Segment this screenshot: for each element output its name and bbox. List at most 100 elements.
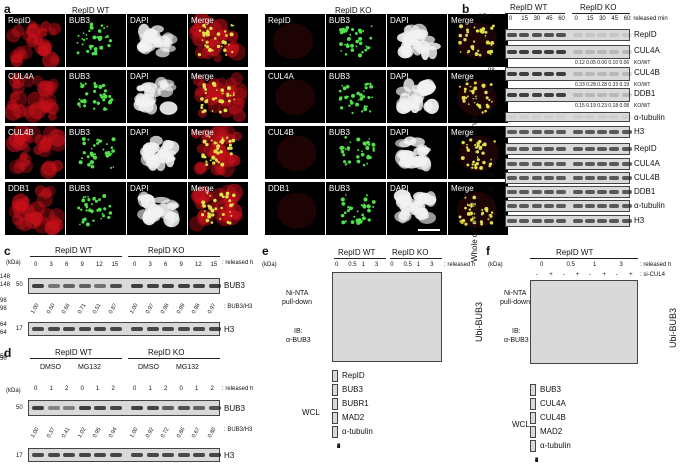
ratio-value: 1.00 (129, 426, 140, 439)
blot-band (78, 406, 91, 410)
panel-f-kda: (kDa) (488, 262, 503, 268)
blot-band (584, 93, 595, 97)
blot-band (507, 50, 517, 54)
time-label: 2 (210, 386, 214, 392)
blot-cul4a (505, 45, 630, 59)
micrograph-label: BUB3 (329, 16, 350, 25)
time-label: 0.5 (348, 262, 357, 268)
mw-marker: 17 (488, 216, 495, 222)
time-label: 0 (509, 16, 513, 22)
time-label: 6 (164, 262, 168, 268)
panel-c-wt: RepID WT (55, 246, 93, 255)
ratio-value: 0.87 (107, 302, 119, 315)
lane-number: 5 (535, 458, 539, 464)
time-label: 0.5 (403, 262, 412, 268)
ratio-value: 0.51 (92, 302, 103, 315)
micrograph-label: RepID (8, 16, 31, 25)
panel-f-si-label: : si-CUL4 (640, 272, 666, 278)
blot-band (556, 204, 567, 208)
blot-cul4b (505, 67, 630, 81)
blot-band (193, 406, 205, 410)
blot-band (584, 176, 595, 180)
blot-band (572, 50, 583, 54)
ratio-value: 0.98 (160, 302, 171, 315)
blot-band (131, 453, 143, 457)
micrograph-wt-cul4b-dapi: DAPI (127, 126, 187, 179)
ko-wt-label: KO/WT (634, 103, 651, 109)
blot-band (584, 219, 595, 223)
blot-band (531, 147, 542, 151)
blot-band (131, 327, 143, 331)
ratio-value: 0.95 (92, 426, 103, 439)
blot-band (94, 284, 106, 288)
wcl-blot-α-tubulin (530, 440, 536, 452)
micrograph-ko-cul4b-merge: Merge (448, 126, 508, 179)
ko-wt-ratio: 0.12 0.05 0.06 0.10 0.06 (575, 60, 630, 66)
blot-band (47, 453, 60, 457)
blot-band (193, 453, 205, 457)
micrograph-label: CUL4A (268, 72, 294, 81)
blot-band (94, 327, 106, 331)
blot-band (609, 50, 620, 54)
blot-band (519, 204, 530, 208)
si-marker: - (589, 272, 592, 278)
ratio-value: 0.80 (206, 426, 218, 439)
blot-band (597, 204, 608, 208)
lane-number: 1 (535, 458, 539, 464)
wcl-label-2: BUBR1 (342, 399, 369, 408)
time-label: 1 (96, 386, 100, 392)
wcl-label-1: CUL4A (540, 399, 566, 408)
blot-band (507, 147, 517, 151)
ratio-value: 0.99 (175, 302, 187, 315)
blot-band (208, 284, 221, 288)
mw-marker: 220 (488, 144, 499, 150)
panel-d-wt: RepID WT (55, 348, 93, 357)
time-label: 45 (611, 16, 619, 22)
blot-band (556, 72, 567, 76)
blot-band (531, 72, 542, 76)
blot-band (531, 115, 542, 119)
lane-number: 1 (337, 444, 341, 450)
blot-band (584, 147, 595, 151)
ratio-value: 0.50 (45, 302, 57, 315)
panel-e-ib-2: α-BUB3 (286, 337, 311, 344)
time-label: 0 (80, 386, 84, 392)
micrograph-label: BUB3 (329, 128, 350, 137)
blot-band (94, 453, 106, 457)
micrograph-wt-cul4b-protein: CUL4B (5, 126, 65, 179)
blot-band (78, 453, 91, 457)
panel-e-pulldown-blot (332, 272, 442, 362)
micrograph-ko-cul4b-protein: CUL4B (265, 126, 325, 179)
blot-band (609, 130, 620, 134)
blot-band (208, 453, 221, 457)
time-label: 0 (540, 262, 544, 268)
micrograph-label: Merge (191, 184, 214, 193)
blot-band (621, 33, 632, 37)
blot-band (109, 453, 122, 457)
mw-marker: 220 (488, 30, 499, 36)
blot-band (584, 50, 595, 54)
micrograph-label: DAPI (130, 128, 149, 137)
micrograph-ko-cul4a-protein: CUL4A (265, 70, 325, 123)
blot-band (584, 33, 595, 37)
blot-band (162, 406, 174, 410)
blot-band (621, 130, 632, 134)
blot-α-tubulin (505, 112, 630, 122)
wcl-label-4: α-tubulin (342, 427, 373, 436)
micrograph-label: Merge (191, 128, 214, 137)
micrograph-label: BUB3 (69, 184, 90, 193)
ratio-value: 0.66 (61, 302, 72, 315)
mw-marker: 55 (488, 113, 495, 119)
micrograph-label: DAPI (390, 16, 409, 25)
blot-band (609, 147, 620, 151)
panel-e-wt: RepID WT (338, 248, 376, 257)
panel-b-kda: (kDa) (478, 14, 493, 20)
micrograph-ko-repid-protein: RepID (265, 14, 325, 67)
lane-number: 4 (535, 458, 539, 464)
panel-letter-f: f (486, 244, 490, 258)
row-label-3: DDB1 (634, 89, 656, 98)
mw-marker: 50 (0, 356, 7, 362)
blot-band (131, 406, 143, 410)
blot-band (597, 190, 608, 194)
panel-d-mw-2: 17 (16, 453, 23, 459)
